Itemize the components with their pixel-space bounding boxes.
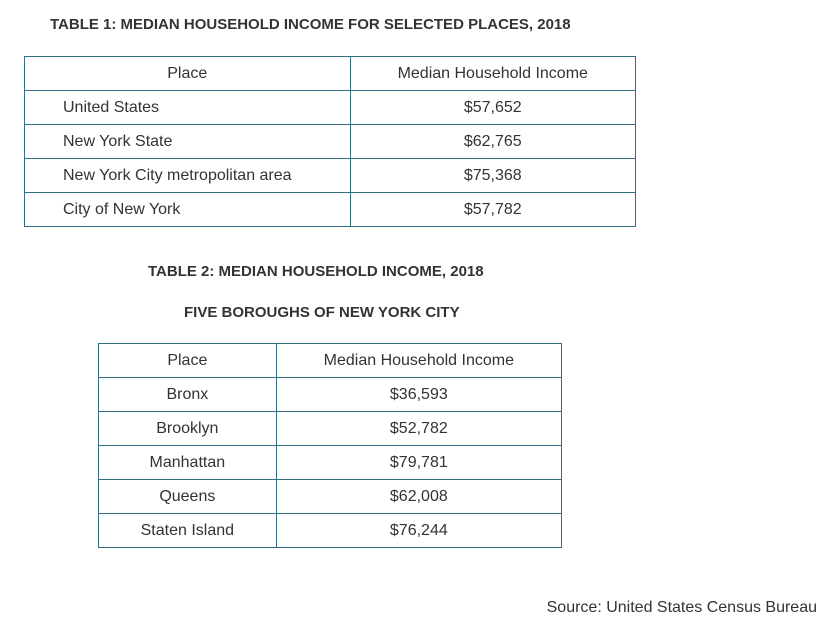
place-cell: New York State — [24, 124, 351, 159]
table-row: Staten Island $76,244 — [98, 513, 563, 548]
income-cell: $57,782 — [349, 192, 636, 227]
table-row: Manhattan $79,781 — [98, 445, 563, 480]
place-cell: Queens — [98, 479, 277, 514]
place-cell: Staten Island — [98, 513, 277, 548]
table1-selected-places: Place Median Household Income United Sta… — [24, 56, 636, 227]
table-row: Brooklyn $52,782 — [98, 411, 563, 446]
source-note: Source: United States Census Bureau — [546, 599, 817, 616]
table1-header-row: Place Median Household Income — [24, 56, 636, 91]
place-cell: Manhattan — [98, 445, 277, 480]
table-row: City of New York $57,782 — [24, 192, 636, 227]
income-cell: $62,765 — [349, 124, 636, 159]
table-row: New York State $62,765 — [24, 124, 636, 159]
table-row: Queens $62,008 — [98, 479, 563, 514]
place-cell: New York City metropolitan area — [24, 158, 351, 193]
table2-header-place: Place — [98, 343, 277, 378]
income-cell: $76,244 — [275, 513, 563, 548]
table2-title: TABLE 2: MEDIAN HOUSEHOLD INCOME, 2018 — [148, 263, 484, 280]
table2-header-row: Place Median Household Income — [98, 343, 563, 378]
income-cell: $62,008 — [275, 479, 563, 514]
income-cell: $57,652 — [349, 90, 636, 125]
table1-header-place: Place — [24, 56, 351, 91]
place-cell: Brooklyn — [98, 411, 277, 446]
table1-title: TABLE 1: MEDIAN HOUSEHOLD INCOME FOR SEL… — [50, 16, 571, 33]
place-cell: United States — [24, 90, 351, 125]
place-cell: City of New York — [24, 192, 351, 227]
table-row: New York City metropolitan area $75,368 — [24, 158, 636, 193]
table-row: Bronx $36,593 — [98, 377, 563, 412]
table2-subtitle: FIVE BOROUGHS OF NEW YORK CITY — [184, 304, 460, 321]
table2-boroughs: Place Median Household Income Bronx $36,… — [98, 343, 563, 548]
table-row: United States $57,652 — [24, 90, 636, 125]
income-cell: $79,781 — [275, 445, 563, 480]
income-cell: $36,593 — [275, 377, 563, 412]
table2-header-income: Median Household Income — [275, 343, 563, 378]
income-cell: $75,368 — [349, 158, 636, 193]
place-cell: Bronx — [98, 377, 277, 412]
income-cell: $52,782 — [275, 411, 563, 446]
table1-header-income: Median Household Income — [349, 56, 636, 91]
